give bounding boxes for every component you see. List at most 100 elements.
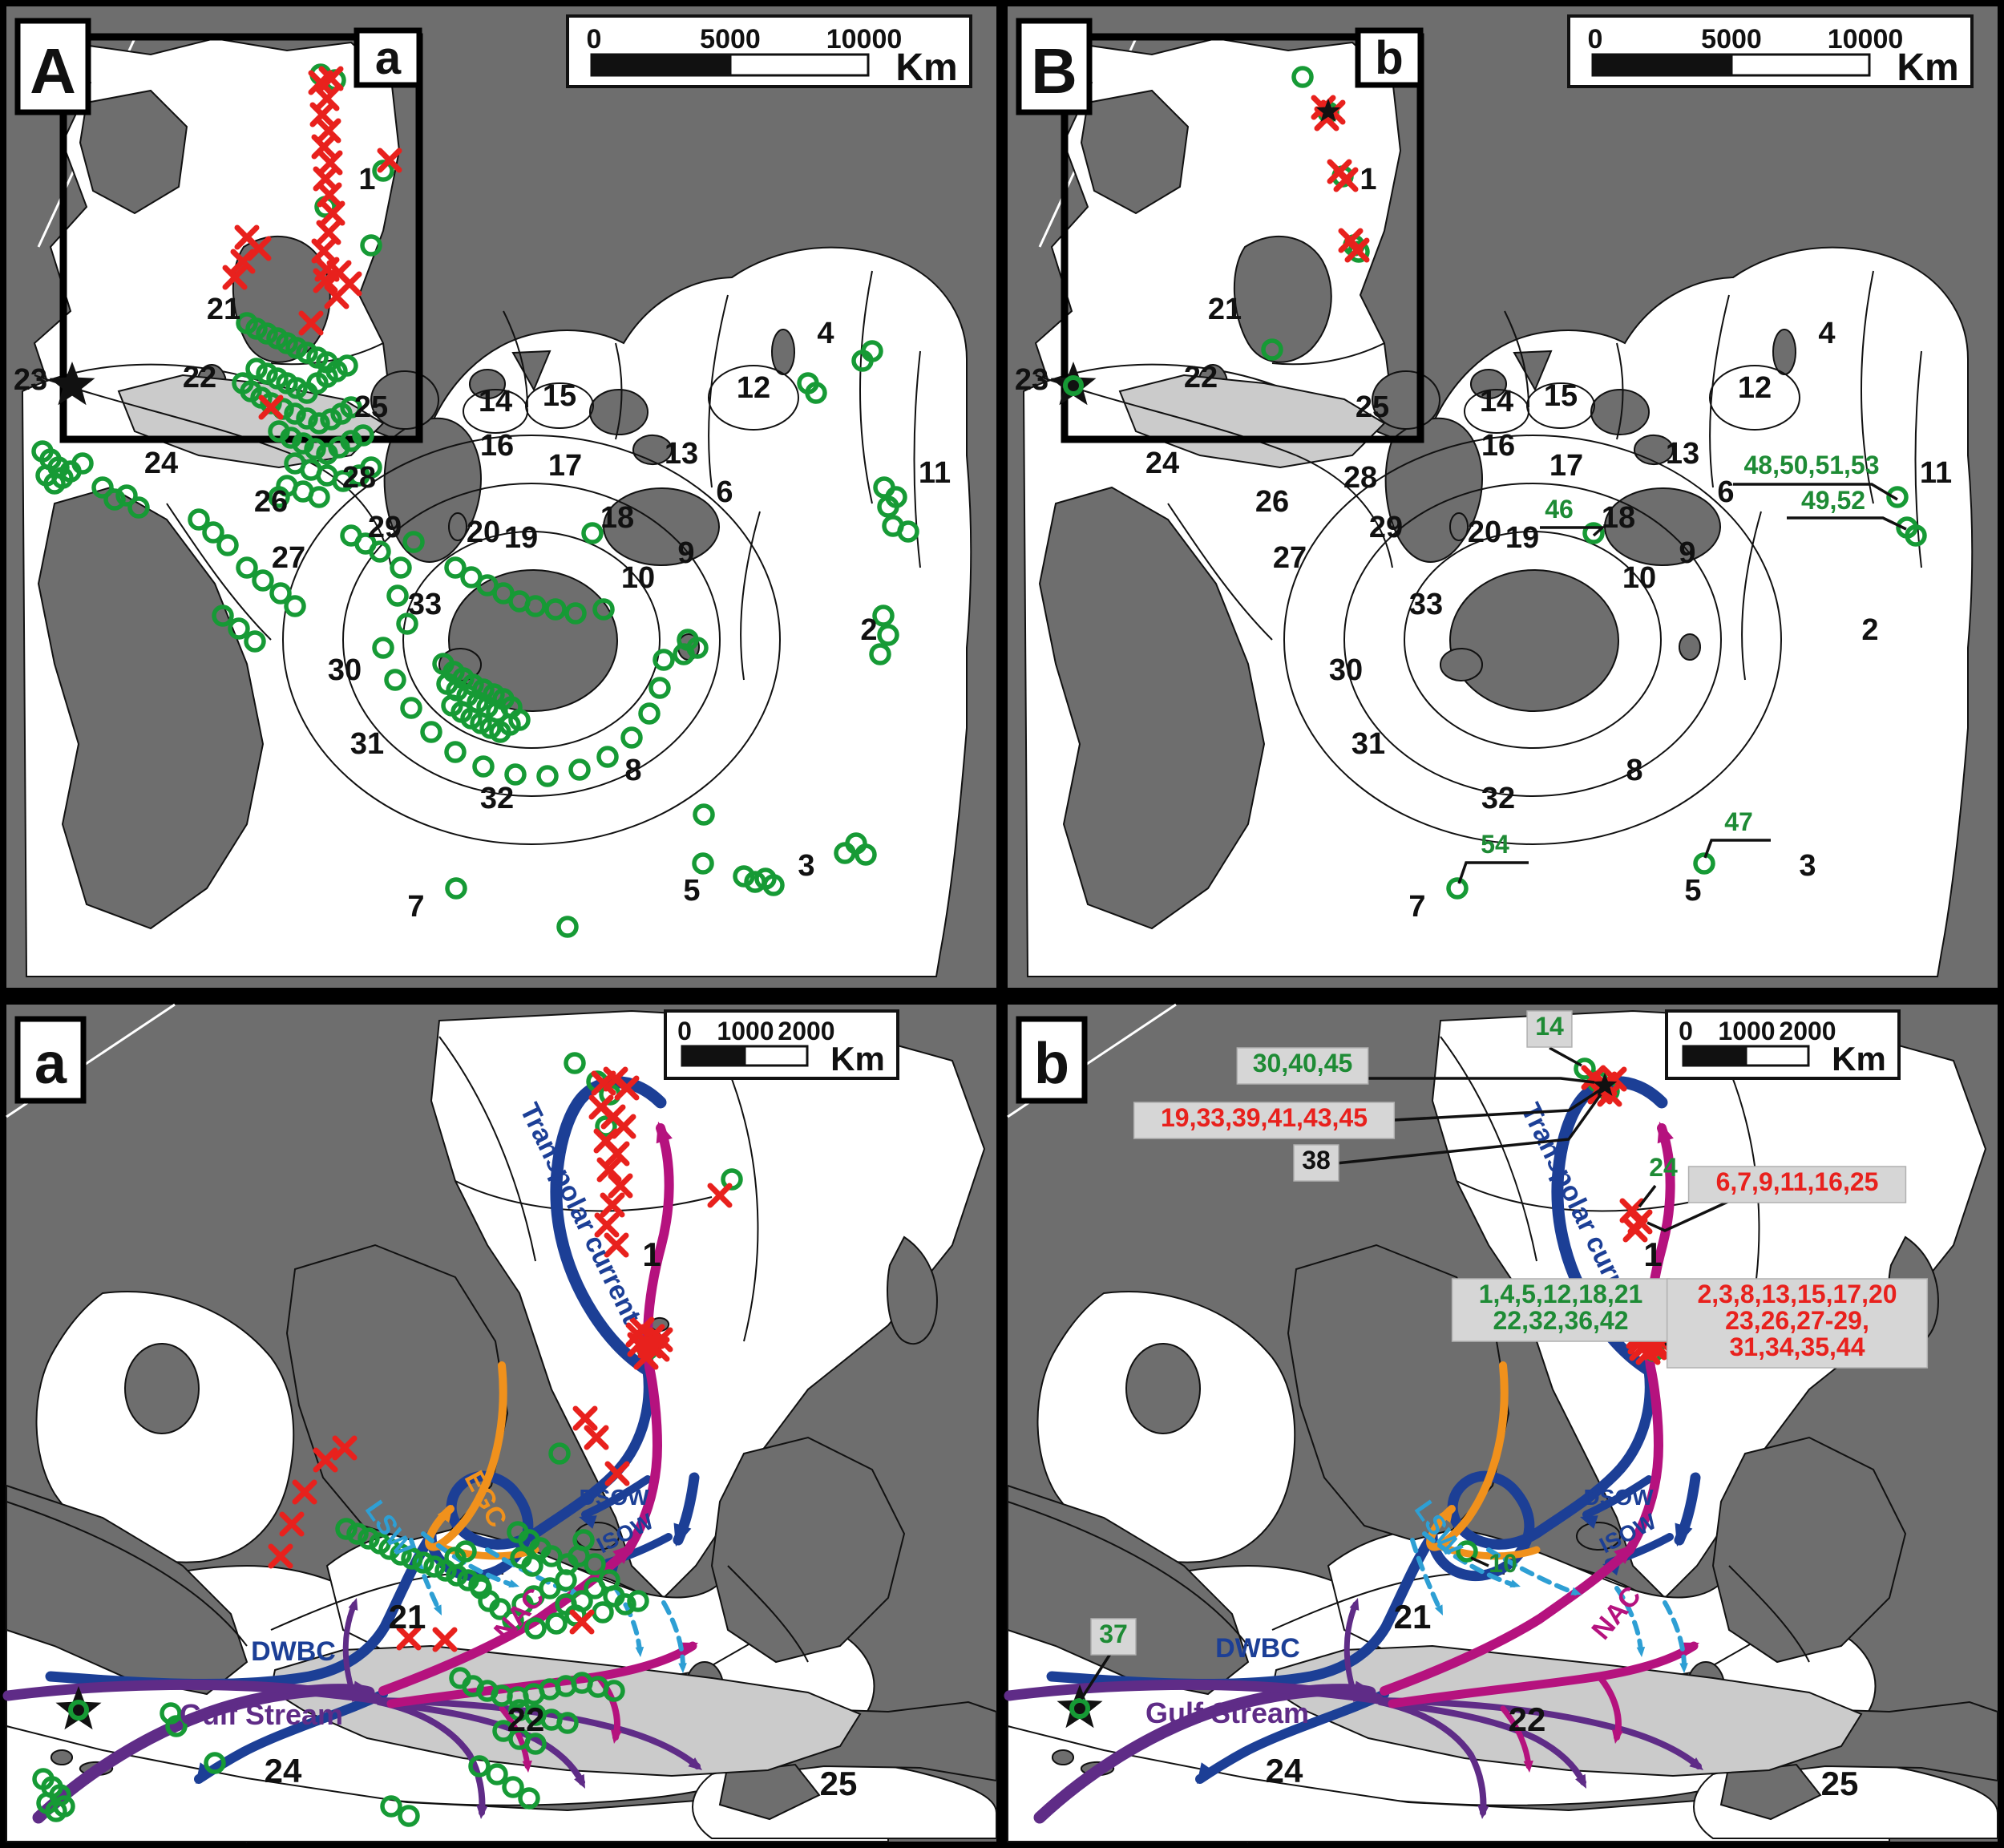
landmass [588,388,649,436]
lsw-dashed-5 [1663,1600,1687,1669]
coi-site-circle-marker [620,726,643,749]
province-number: 2 [1861,613,1878,647]
reference-star-ring [1063,375,1084,396]
landmass [447,512,468,541]
coi-site-circle-marker [733,865,755,888]
coi-site-circle-marker [721,1168,743,1191]
landmass [1080,89,1190,215]
province-number: 11 [1920,456,1952,490]
nac-norway-arctic-arrowhead [656,1122,673,1144]
province-number: 14 [1480,385,1513,419]
province-number: 13 [665,437,698,471]
east-greenland-deep-flow [1427,1365,1655,1582]
coi-site-circle-marker [1446,877,1469,900]
inset-letter: b [1375,32,1403,84]
coi-site-circle-marker [336,354,358,377]
nac-south-branch-arrowhead [610,1729,622,1744]
coi-site-circle-marker [521,1555,543,1577]
coi-site-circle-marker [511,1593,534,1615]
nac-mid [1388,1641,1699,1708]
province-number: 22 [1184,361,1218,394]
coi-site-circle-marker [472,755,495,778]
coi-site-circle-marker [420,721,442,743]
coi-site-circle-marker [378,1538,401,1560]
current-name-label: Gulf Stream [180,1698,343,1731]
lsw-dashed-4 [1614,1586,1643,1653]
callout-leader-line [1080,1653,1112,1700]
coi-site-circle-marker [897,520,919,543]
gulf-stream-branch-3-arrowhead [1689,1757,1703,1770]
coi-site-circle-marker [564,1604,587,1627]
current-name-label: DSOW [1583,1485,1654,1510]
dwbc-south-arrow-arrowhead [196,1762,215,1784]
callout-leader-line [1646,1199,1732,1232]
reference-star-marker [55,1686,102,1730]
callout-box [1451,1278,1671,1342]
coi-site-circle-marker [216,534,239,556]
coi-site-circle-marker [284,595,306,617]
coi-site-circle-marker [412,1551,434,1574]
coi-site-circle-marker [524,595,547,617]
province-number: 10 [621,561,655,595]
coi-site-circle-marker [228,617,250,640]
scalebar-unit: Km [1832,1040,1886,1078]
province-boundary [1504,310,1529,408]
gulf-stream-branch-3-arrowhead [688,1757,702,1770]
province-number: 2 [860,613,877,647]
coi-site-circle-marker [285,337,308,359]
gulf-stream-branch-up [1343,1601,1359,1696]
specimen-x-marker [604,1232,629,1258]
gulf-stream-branch-3 [1377,1697,1702,1769]
province-boundary [708,365,799,431]
reference-star-marker [49,362,95,406]
coi-site-circle-marker [268,486,290,508]
province-boundary [913,350,921,568]
landmass [1439,648,1484,681]
scalebar-box [664,1009,899,1080]
landmass [1038,486,1266,930]
specimen-x-marker [230,249,256,274]
province-number: 9 [1679,536,1695,570]
ocean-area [430,1009,986,1599]
specimen-x-marker [648,1327,673,1353]
coi-site-circle-marker [252,569,274,592]
gulf-stream-branch-up-arrowhead [348,1598,358,1611]
lsw-dashed-2 [1422,1531,1517,1587]
coi-site-circle-marker [1456,1540,1478,1563]
specimen-x-marker [318,66,344,91]
coi-site-circle-marker [280,427,302,449]
coi-site-circle-marker [673,643,695,665]
callout-text: 24 [1649,1153,1678,1182]
specimen-x-marker [1333,167,1359,192]
coi-site-circle-marker [502,1776,524,1798]
coi-site-circle-marker [384,669,406,691]
specimen-x-marker [572,1405,598,1431]
scalebar-segment-filled [1591,53,1733,77]
nac-norway-arctic-arrowhead [1657,1122,1674,1144]
province-number: 21 [1394,1598,1432,1636]
province-boundary [503,310,528,408]
province-number: 24 [1266,1752,1303,1789]
specimen-x-marker [637,1333,663,1359]
province-number: 21 [389,1598,426,1636]
province-number: 25 [1821,1765,1859,1802]
province-number: 1 [1643,1235,1662,1273]
province-boundary [342,483,721,797]
callout-text: 47 [1724,807,1753,836]
coi-site-circle-marker [444,741,467,763]
specimen-x-marker [1344,237,1370,263]
coi-site-circle-marker [244,630,266,653]
coi-site-circle-marker [245,358,268,380]
province-number: 25 [354,390,388,424]
province-boundary [402,531,661,749]
coi-site-circle-marker [614,1593,636,1615]
egc-current-arrowhead [437,1505,453,1523]
dsow-arrow-arrowhead [1580,1515,1598,1529]
landmass [50,1749,74,1765]
scalebar-tick: 2000 [778,1017,834,1045]
inset-extent-rectangle [1061,33,1424,443]
gulf-stream-branch-1-arrowhead [476,1805,488,1819]
